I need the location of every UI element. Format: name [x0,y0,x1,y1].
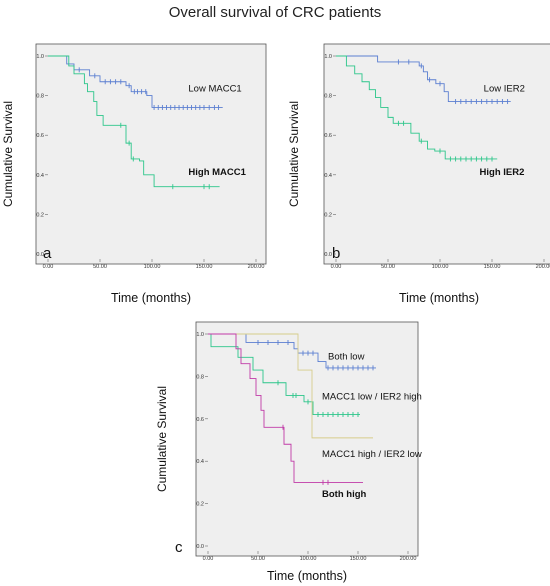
y-axis-label: Cumulative Survival [155,386,169,492]
x-tick-label: 0.00 [43,264,54,270]
y-tick-label: 0.8 [36,94,44,100]
series-line-high-ier2 [336,55,498,160]
y-tick-label: 0.4 [36,173,44,179]
x-tick-label: 50.00 [93,264,107,270]
plot-area [195,321,419,557]
panel-letter: a [43,245,52,262]
y-tick-label: 0.2 [36,212,44,218]
y-tick-label: 0.6 [196,417,204,423]
y-tick-label: 0.4 [324,173,332,179]
y-tick-label: 0.0 [36,252,44,258]
x-axis-label: Time (months) [399,291,479,305]
y-axis-label: Cumulative Survival [287,101,301,207]
series-label: High IER2 [480,167,525,178]
y-tick-label: 0.2 [324,212,332,218]
chart-panels: 0.0 0.2 0.4 0.6 0.8 1.0 0.00 50.00 100.00 150.00 2… [1,43,550,583]
x-tick-label: 100.00 [144,264,161,270]
y-tick-label: 0.2 [196,502,204,508]
plot-area [323,43,550,265]
x-axis-label: Time (months) [111,291,191,305]
plot-area [35,43,267,265]
x-tick-label: 150.00 [196,264,213,270]
series-label: High MACC1 [188,167,246,178]
y-tick-label: 0.6 [324,133,332,139]
x-tick-label: 0.00 [331,264,342,270]
x-tick-label: 100.00 [432,264,449,270]
series-label: MACC1 low / IER2 high [322,392,422,403]
y-tick-label: 0.8 [324,94,332,100]
series-label: Both high [322,489,367,500]
series-label: MACC1 high / IER2 low [322,449,422,460]
panel-c: 0.0 0.2 0.4 0.6 0.8 1.0 0.00 50.00 100.00 150.00 2… [155,321,422,583]
x-tick-label: 200.00 [400,556,417,562]
panel-b: 0.0 0.2 0.4 0.6 0.8 1.0 0.00 50.00 100.00 150.00 2… [287,43,550,305]
y-tick-label: 1.0 [36,54,44,60]
x-tick-label: 200.00 [536,264,550,270]
y-axis-label: Cumulative Survival [1,101,15,207]
y-tick-label: 1.0 [196,332,204,338]
series-label: Low MACC1 [188,84,241,95]
x-tick-label: 0.00 [203,556,214,562]
panel-letter: b [332,245,340,262]
y-tick-label: 1.0 [324,54,332,60]
y-tick-label: 0.6 [36,133,44,139]
x-tick-label: 50.00 [251,556,265,562]
series-label: Both low [328,351,365,362]
x-axis-label: Time (months) [267,569,347,583]
x-tick-label: 200.00 [248,264,265,270]
figure-title: Overall survival of CRC patients [169,4,382,21]
y-tick-label: 0.0 [324,252,332,258]
panel-a: 0.0 0.2 0.4 0.6 0.8 1.0 0.00 50.00 100.00 150.00 2… [1,43,267,305]
y-tick-label: 0.0 [196,544,204,550]
series-line-macc1-high-ier2-low [208,333,373,439]
y-tick-label: 0.4 [196,459,204,465]
series-line-both-high [208,333,363,483]
series-label: Low IER2 [484,84,525,95]
series-line-high-macc1 [48,55,220,188]
x-tick-label: 100.00 [300,556,317,562]
x-tick-label: 150.00 [484,264,501,270]
x-tick-label: 50.00 [381,264,395,270]
y-tick-label: 0.8 [196,374,204,380]
series-line-low-macc1 [48,55,223,108]
series-line-macc1-low-ier2-high [208,333,360,416]
panel-letter: c [175,539,183,556]
x-tick-label: 150.00 [350,556,367,562]
